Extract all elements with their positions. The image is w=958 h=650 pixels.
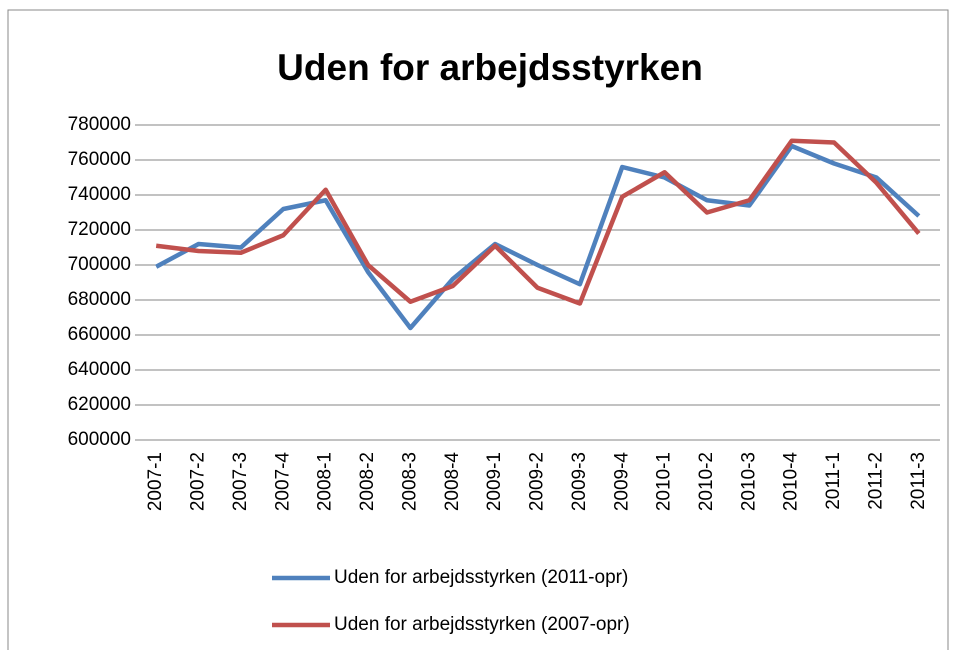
y-tick-label: 700000 bbox=[68, 254, 131, 275]
x-tick-label: 2008-4 bbox=[442, 452, 463, 512]
chart-title: Uden for arbejdsstyrken bbox=[277, 47, 703, 88]
x-tick-label: 2007-2 bbox=[188, 452, 209, 511]
x-tick-label: 2008-1 bbox=[315, 452, 336, 511]
x-tick-label: 2010-2 bbox=[696, 452, 717, 511]
legend-label: Uden for arbejdsstyrken (2011-opr) bbox=[334, 567, 628, 588]
chart-frame bbox=[7, 9, 949, 650]
x-tick-label: 2008-3 bbox=[399, 452, 420, 511]
x-tick-label: 2011-2 bbox=[865, 452, 886, 510]
x-tick-label: 2011-3 bbox=[908, 452, 929, 510]
x-tick-label: 2009-1 bbox=[484, 452, 505, 511]
x-tick-label: 2010-4 bbox=[781, 452, 802, 512]
y-tick-label: 760000 bbox=[68, 149, 131, 170]
y-tick-label: 720000 bbox=[68, 219, 131, 240]
y-tick-label: 600000 bbox=[68, 429, 131, 450]
series-line bbox=[155, 138, 921, 306]
x-tick-label: 2007-1 bbox=[145, 452, 166, 511]
y-tick-label: 660000 bbox=[68, 324, 131, 345]
x-tick-label: 2011-1 bbox=[823, 452, 844, 510]
y-tick-label: 740000 bbox=[68, 184, 131, 205]
x-tick-label: 2009-4 bbox=[611, 452, 632, 512]
x-tick-label: 2009-3 bbox=[569, 452, 590, 511]
y-tick-label: 680000 bbox=[68, 289, 131, 310]
x-tick-label: 2007-3 bbox=[230, 452, 251, 511]
x-tick-label: 2007-4 bbox=[272, 452, 293, 512]
y-tick-label: 620000 bbox=[68, 394, 131, 415]
x-tick-label: 2010-3 bbox=[738, 452, 759, 511]
x-tick-label: 2009-2 bbox=[527, 452, 548, 511]
legend-label: Uden for arbejdsstyrken (2007-opr) bbox=[334, 614, 630, 635]
x-tick-label: 2010-1 bbox=[654, 452, 675, 511]
y-tick-label: 780000 bbox=[68, 114, 131, 135]
series-line bbox=[155, 143, 921, 331]
y-tick-label: 640000 bbox=[68, 359, 131, 380]
x-tick-label: 2008-2 bbox=[357, 452, 378, 511]
